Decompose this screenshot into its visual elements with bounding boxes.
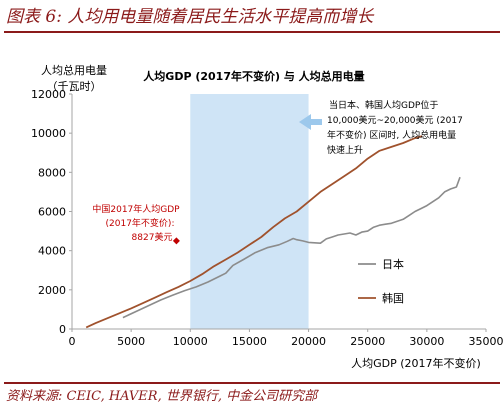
title-rule	[4, 31, 500, 33]
range-note-arrow	[299, 114, 322, 130]
figure-title: 图表 6: 人均用电量随着居民生活水平提高而增长	[6, 7, 374, 27]
range-note-line2: 10,000美元~20,000美元 (2017	[327, 114, 463, 126]
x-tick-label: 30000	[409, 335, 444, 348]
china-annotation-line2: (2017年不变价):	[106, 217, 175, 229]
china-annotation-value: 8827美元	[132, 231, 173, 243]
y-tick-label: 2000	[38, 284, 66, 297]
range-note-line1: 当日本、韩国人均GDP位于	[329, 99, 438, 111]
china-annotation-line1: 中国2017年人均GDP	[92, 203, 180, 215]
x-tick-label: 15000	[232, 335, 267, 348]
y-axis-unit: （千瓦时）	[47, 80, 102, 93]
y-tick-label: 8000	[38, 166, 66, 179]
x-tick-label: 35000	[469, 335, 504, 348]
x-tick-label: 0	[69, 335, 76, 348]
range-note: 当日本、韩国人均GDP位于 10,000美元~20,000美元 (2017 年不…	[327, 99, 463, 156]
series-group	[85, 135, 461, 329]
y-axis: 0 2000 4000 6000 8000 10000 12000	[31, 88, 72, 336]
y-tick-label: 4000	[38, 245, 66, 258]
x-axis: 0 5000 10000 15000 20000 25000 30000 35000	[69, 329, 504, 348]
x-tick-label: 10000	[173, 335, 208, 348]
chart: 0 5000 10000 15000 20000 25000 30000 35000 0 200…	[31, 63, 504, 370]
y-tick-label: 6000	[38, 206, 66, 219]
legend: 日本 韩国	[358, 257, 404, 305]
chart-title: 人均GDP (2017年不变价) 与 人均总用电量	[143, 69, 364, 83]
y-tick-label: 12000	[31, 88, 66, 101]
legend-label-korea: 韩国	[382, 291, 404, 305]
range-note-line3: 年不变价) 区间时, 人均总用电量	[327, 129, 456, 141]
legend-label-japan: 日本	[382, 257, 404, 271]
source-rule	[4, 382, 500, 384]
y-tick-label: 0	[59, 323, 66, 336]
range-note-line4: 快速上升	[327, 144, 363, 156]
series-line-japan	[122, 176, 461, 319]
y-axis-label: 人均总用电量	[41, 63, 107, 77]
highlight-band	[190, 94, 309, 329]
x-tick-label: 20000	[291, 335, 326, 348]
x-tick-label: 25000	[350, 335, 385, 348]
source-note: 资料来源: CEIC, HAVER, 世界银行, 中金公司研究部	[6, 389, 318, 404]
x-tick-label: 5000	[117, 335, 145, 348]
china-marker	[172, 237, 180, 245]
y-tick-label: 10000	[31, 127, 66, 140]
x-axis-label: 人均GDP (2017年不变价)	[351, 356, 481, 370]
series-line-korea	[85, 135, 423, 329]
